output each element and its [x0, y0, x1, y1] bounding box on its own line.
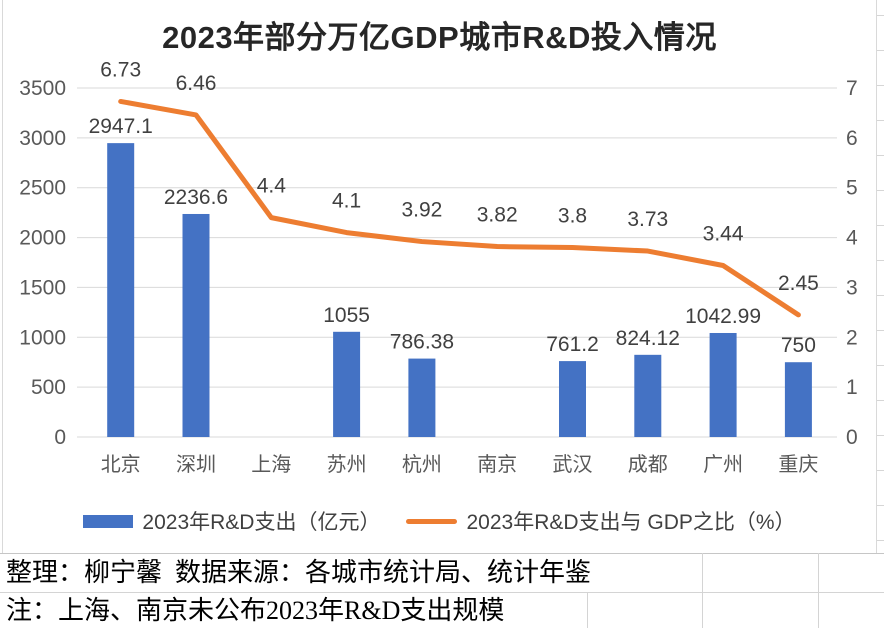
- legend-item-rd-gdp-ratio[interactable]: 2023年R&D支出与 GDP之比（%）: [406, 506, 796, 536]
- line-data-label: 6.73: [100, 58, 141, 81]
- category-label: 上海: [251, 453, 291, 476]
- sheet-gridlines-right: [877, 15, 884, 553]
- cell-border: [702, 553, 703, 592]
- line-data-label: 4.1: [332, 190, 361, 213]
- bar[interactable]: [182, 213, 210, 437]
- ratio-line[interactable]: [118, 98, 801, 318]
- chart-legend: 2023年R&D支出（亿元） 2023年R&D支出与 GDP之比（%）: [3, 506, 876, 536]
- line-data-label: 3.73: [627, 208, 668, 231]
- line-data-label: 6.46: [176, 72, 217, 95]
- bar[interactable]: [709, 332, 737, 437]
- cell-border: [818, 553, 819, 592]
- legend-item-rd-spending[interactable]: 2023年R&D支出（亿元）: [83, 506, 380, 536]
- bar[interactable]: [784, 362, 812, 437]
- bar-data-label: 750: [781, 334, 816, 357]
- right-axis-tick-label: 6: [846, 127, 858, 150]
- category-label: 重庆: [778, 453, 818, 476]
- cell-border: [702, 592, 703, 628]
- bar-series-swatch: [83, 514, 134, 528]
- line-data-label: 3.92: [401, 199, 442, 222]
- chart[interactable]: 0 0 500 1 1000 2 1500 3 2000 4 2500 5 3000 6 3500 7 北京 深圳…: [2, 0, 877, 553]
- bar-data-label: 1042.99: [685, 305, 761, 328]
- bar-data-label: 761.2: [546, 333, 599, 356]
- right-axis-tick-label: 1: [846, 376, 858, 399]
- cell-border: [587, 592, 588, 628]
- category-label: 北京: [101, 453, 141, 476]
- category-label: 广州: [703, 453, 743, 476]
- left-axis-tick-label: 3500: [19, 77, 66, 100]
- bar-data-label: 2947.1: [89, 115, 153, 138]
- bar-data-label: 2236.6: [164, 186, 228, 209]
- right-axis-tick-label: 3: [846, 276, 858, 299]
- remark-note-cell[interactable]: 注：上海、南京未公布2023年R&D支出规模: [0, 592, 884, 628]
- left-axis-tick-label: 1000: [19, 326, 66, 349]
- category-label: 深圳: [176, 453, 216, 476]
- line-data-label: 3.44: [703, 222, 744, 245]
- category-label: 武汉: [553, 453, 593, 476]
- left-axis-tick-label: 0: [54, 426, 66, 449]
- left-axis-tick-label: 2500: [19, 177, 66, 200]
- bar-data-label: 824.12: [616, 327, 680, 350]
- category-label: 杭州: [402, 453, 442, 476]
- line-data-label: 4.4: [257, 175, 287, 198]
- legend-label: 2023年R&D支出与 GDP之比（%）: [466, 511, 796, 534]
- line-data-label: 3.82: [477, 204, 518, 227]
- source-note-cell[interactable]: 整理：柳宁馨 数据来源：各城市统计局、统计年鉴: [0, 553, 884, 592]
- category-label: 苏州: [327, 453, 367, 476]
- bar[interactable]: [559, 361, 586, 437]
- bar-data-label: 1055: [323, 304, 370, 327]
- category-label: 成都: [628, 453, 668, 476]
- left-axis-tick-label: 500: [31, 376, 66, 399]
- right-axis-tick-label: 2: [846, 326, 858, 349]
- bar-data-label: 786.38: [390, 331, 454, 354]
- category-label: 南京: [477, 453, 517, 476]
- line-series-swatch: [406, 518, 458, 524]
- left-axis-tick-label: 1500: [19, 276, 66, 299]
- right-axis-tick-label: 7: [846, 77, 858, 100]
- right-axis-tick-label: 5: [846, 177, 858, 200]
- line-data-label: 3.8: [558, 205, 587, 228]
- right-axis-tick-label: 0: [846, 426, 858, 449]
- left-axis-tick-label: 2000: [19, 227, 66, 250]
- left-axis-tick-label: 3000: [19, 127, 66, 150]
- cell-border: [818, 592, 819, 628]
- line-data-label: 2.45: [778, 272, 819, 295]
- right-axis-tick-label: 4: [846, 227, 858, 250]
- bar[interactable]: [107, 143, 135, 438]
- bar[interactable]: [634, 354, 662, 437]
- bar[interactable]: [408, 358, 436, 437]
- legend-label: 2023年R&D支出（亿元）: [142, 511, 381, 534]
- bar[interactable]: [333, 331, 361, 437]
- chart-title: 2023年部分万亿GDP城市R&D投入情况: [162, 20, 717, 55]
- plot-area: 0 0 500 1 1000 2 1500 3 2000 4 2500 5 3000 6 3500 7 北京 深圳…: [19, 58, 858, 476]
